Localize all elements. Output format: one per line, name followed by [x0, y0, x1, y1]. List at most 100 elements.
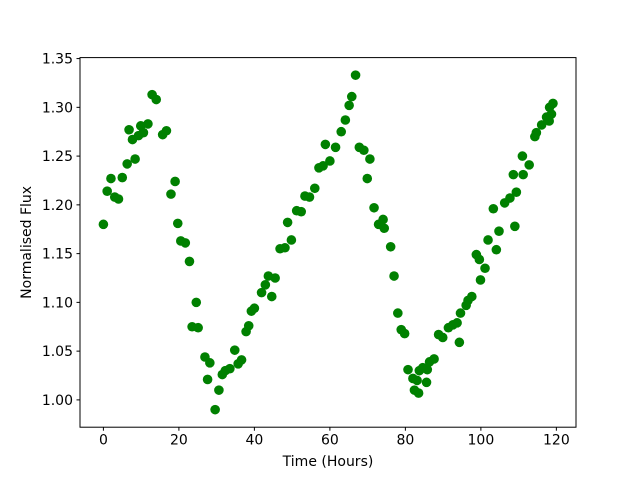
data-point: [102, 186, 112, 196]
data-point: [138, 127, 149, 138]
data-point: [421, 377, 432, 388]
data-point: [452, 318, 462, 328]
data-point: [480, 263, 490, 274]
data-point: [488, 203, 499, 214]
data-point: [536, 120, 547, 130]
data-point: [130, 154, 140, 164]
x-tick-label: 120: [543, 433, 570, 449]
data-point: [202, 374, 213, 385]
data-point: [124, 124, 134, 135]
data-point: [98, 219, 109, 230]
plot-frame: [79, 57, 577, 428]
data-point: [151, 94, 162, 105]
data-point: [325, 156, 335, 166]
data-point: [184, 256, 195, 267]
data-point: [491, 244, 502, 255]
x-tick-label: 40: [245, 433, 263, 449]
data-point: [369, 202, 379, 213]
data-point: [172, 218, 183, 229]
data-point: [166, 189, 176, 199]
data-point: [318, 161, 328, 171]
x-tick-label: 80: [396, 433, 414, 449]
data-point: [266, 291, 277, 302]
data-point: [236, 355, 247, 365]
y-tick-label: 1.20: [42, 198, 73, 214]
data-point: [249, 303, 260, 314]
data-point: [359, 145, 369, 156]
data-point: [454, 337, 465, 348]
data-point: [161, 125, 172, 136]
data-point: [256, 287, 267, 298]
data-point: [344, 100, 354, 111]
x-tick-label: 100: [468, 433, 495, 449]
y-tick-label: 1.35: [42, 52, 73, 68]
data-point: [180, 238, 191, 248]
data-point: [362, 173, 373, 184]
y-axis-ticks: 1.00 1.05 1.10 1.15 1.20 1.25 1.30 1.35: [42, 52, 80, 409]
data-point: [296, 206, 307, 217]
data-point: [467, 291, 477, 302]
data-point: [524, 160, 534, 170]
y-tick-label: 1.30: [42, 100, 73, 116]
data-point: [511, 187, 522, 197]
y-axis-label: Normalised Flux: [19, 186, 35, 299]
data-points-group: [98, 70, 558, 415]
data-point: [548, 98, 558, 109]
data-point: [170, 176, 180, 187]
data-point: [270, 273, 280, 283]
data-point: [510, 221, 520, 232]
data-point: [106, 173, 116, 184]
data-point: [379, 223, 390, 234]
data-point: [282, 217, 293, 228]
data-point: [378, 214, 388, 225]
data-point: [304, 192, 315, 202]
data-point: [389, 271, 399, 281]
data-point: [229, 345, 240, 355]
x-tick-label: 20: [170, 433, 188, 449]
y-tick-label: 1.05: [42, 344, 73, 360]
data-point: [517, 151, 528, 161]
data-point: [205, 358, 215, 368]
data-point: [399, 328, 410, 339]
data-point: [422, 364, 433, 375]
data-point: [309, 183, 320, 194]
data-point: [413, 388, 424, 398]
data-point: [122, 159, 132, 169]
data-point: [518, 169, 528, 180]
data-point: [214, 385, 224, 395]
data-point: [505, 193, 515, 203]
data-point: [346, 91, 357, 102]
y-tick-label: 1.10: [42, 295, 73, 311]
y-tick-label: 1.00: [42, 393, 73, 409]
data-point: [412, 375, 422, 386]
x-axis-label: Time (Hours): [282, 454, 374, 470]
data-point: [210, 404, 220, 415]
x-tick-label: 60: [321, 433, 339, 449]
y-tick-label: 1.15: [42, 247, 73, 263]
y-tick-label: 1.25: [42, 149, 73, 165]
data-point: [243, 320, 254, 331]
data-point: [193, 322, 203, 333]
data-point: [429, 354, 439, 364]
data-point: [494, 226, 504, 236]
data-point: [286, 235, 297, 245]
data-point: [531, 127, 542, 138]
data-point: [113, 194, 124, 204]
data-point: [280, 242, 290, 253]
data-point: [393, 308, 403, 318]
data-point: [475, 275, 486, 285]
x-tick-label: 0: [99, 433, 108, 449]
data-point: [437, 332, 448, 343]
plot-area-background: [80, 57, 576, 428]
data-point: [403, 364, 413, 375]
data-point: [508, 169, 519, 180]
data-point: [350, 70, 361, 80]
data-point: [483, 235, 493, 245]
data-point: [225, 363, 235, 374]
data-point: [546, 109, 557, 119]
data-point: [117, 172, 128, 183]
data-point: [330, 142, 341, 153]
data-point: [474, 254, 485, 265]
